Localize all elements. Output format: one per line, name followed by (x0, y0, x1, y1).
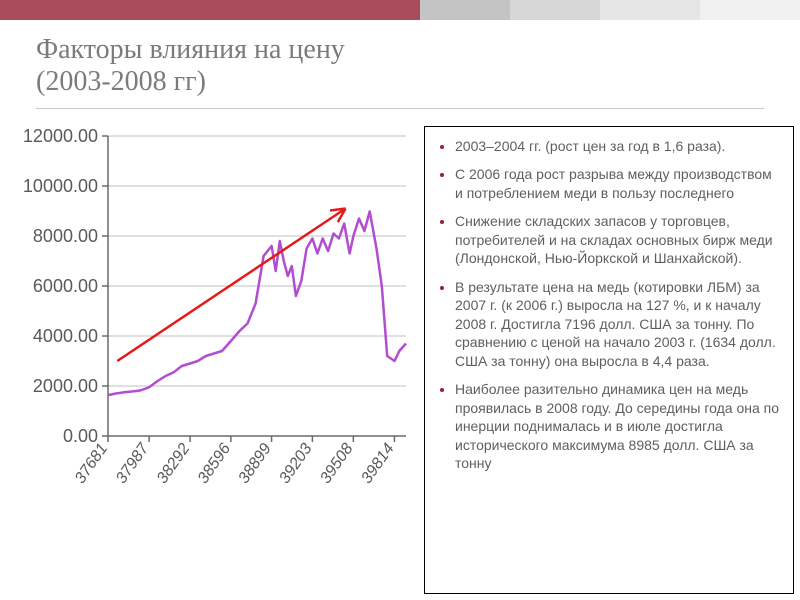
bullet-panel: 2003–2004 гг. (рост цен за год в 1,6 раз… (424, 126, 794, 594)
title-line2: (2003-2008 гг) (36, 66, 206, 97)
bar-seg-2 (510, 0, 600, 20)
top-accent-bar (0, 0, 800, 20)
bar-seg-1 (420, 0, 510, 20)
bullet-item: 2003–2004 гг. (рост цен за год в 1,6 раз… (455, 137, 781, 155)
page-title: Факторы влияния на цену (2003-2008 гг) (36, 34, 764, 98)
price-chart: 0.00 2000.00 4000.00 6000.00 8000.00 10000.00… (8, 126, 412, 526)
bullet-item: Снижение складских запасов у торговцев, … (455, 212, 781, 267)
svg-text:4000.00: 4000.00 (33, 326, 98, 346)
bullet-list: 2003–2004 гг. (рост цен за год в 1,6 раз… (439, 137, 781, 473)
svg-text:38292: 38292 (154, 440, 194, 486)
svg-text:39203: 39203 (276, 440, 316, 486)
svg-text:12000.00: 12000.00 (23, 126, 98, 146)
title-line1: Факторы влияния на цену (36, 34, 345, 65)
bar-seg-4 (700, 0, 800, 20)
title-underline (36, 108, 764, 109)
bar-seg-3 (600, 0, 700, 20)
bullet-item: Наиболее разительно динамика цен на медь… (455, 380, 781, 472)
svg-text:10000.00: 10000.00 (23, 176, 98, 196)
svg-text:8000.00: 8000.00 (33, 226, 98, 246)
svg-text:38899: 38899 (235, 440, 275, 486)
svg-text:0.00: 0.00 (63, 426, 98, 446)
svg-text:38596: 38596 (195, 440, 235, 486)
svg-text:39814: 39814 (358, 440, 398, 486)
bullet-item: В результате цена на медь (котировки ЛБМ… (455, 278, 781, 370)
bar-seg-0 (0, 0, 420, 20)
svg-text:37987: 37987 (113, 440, 153, 487)
svg-text:2000.00: 2000.00 (33, 376, 98, 396)
svg-text:6000.00: 6000.00 (33, 276, 98, 296)
svg-text:39508: 39508 (317, 440, 357, 486)
bullet-item: С 2006 года рост разрыва между производс… (455, 165, 781, 202)
svg-text:37681: 37681 (72, 441, 111, 487)
